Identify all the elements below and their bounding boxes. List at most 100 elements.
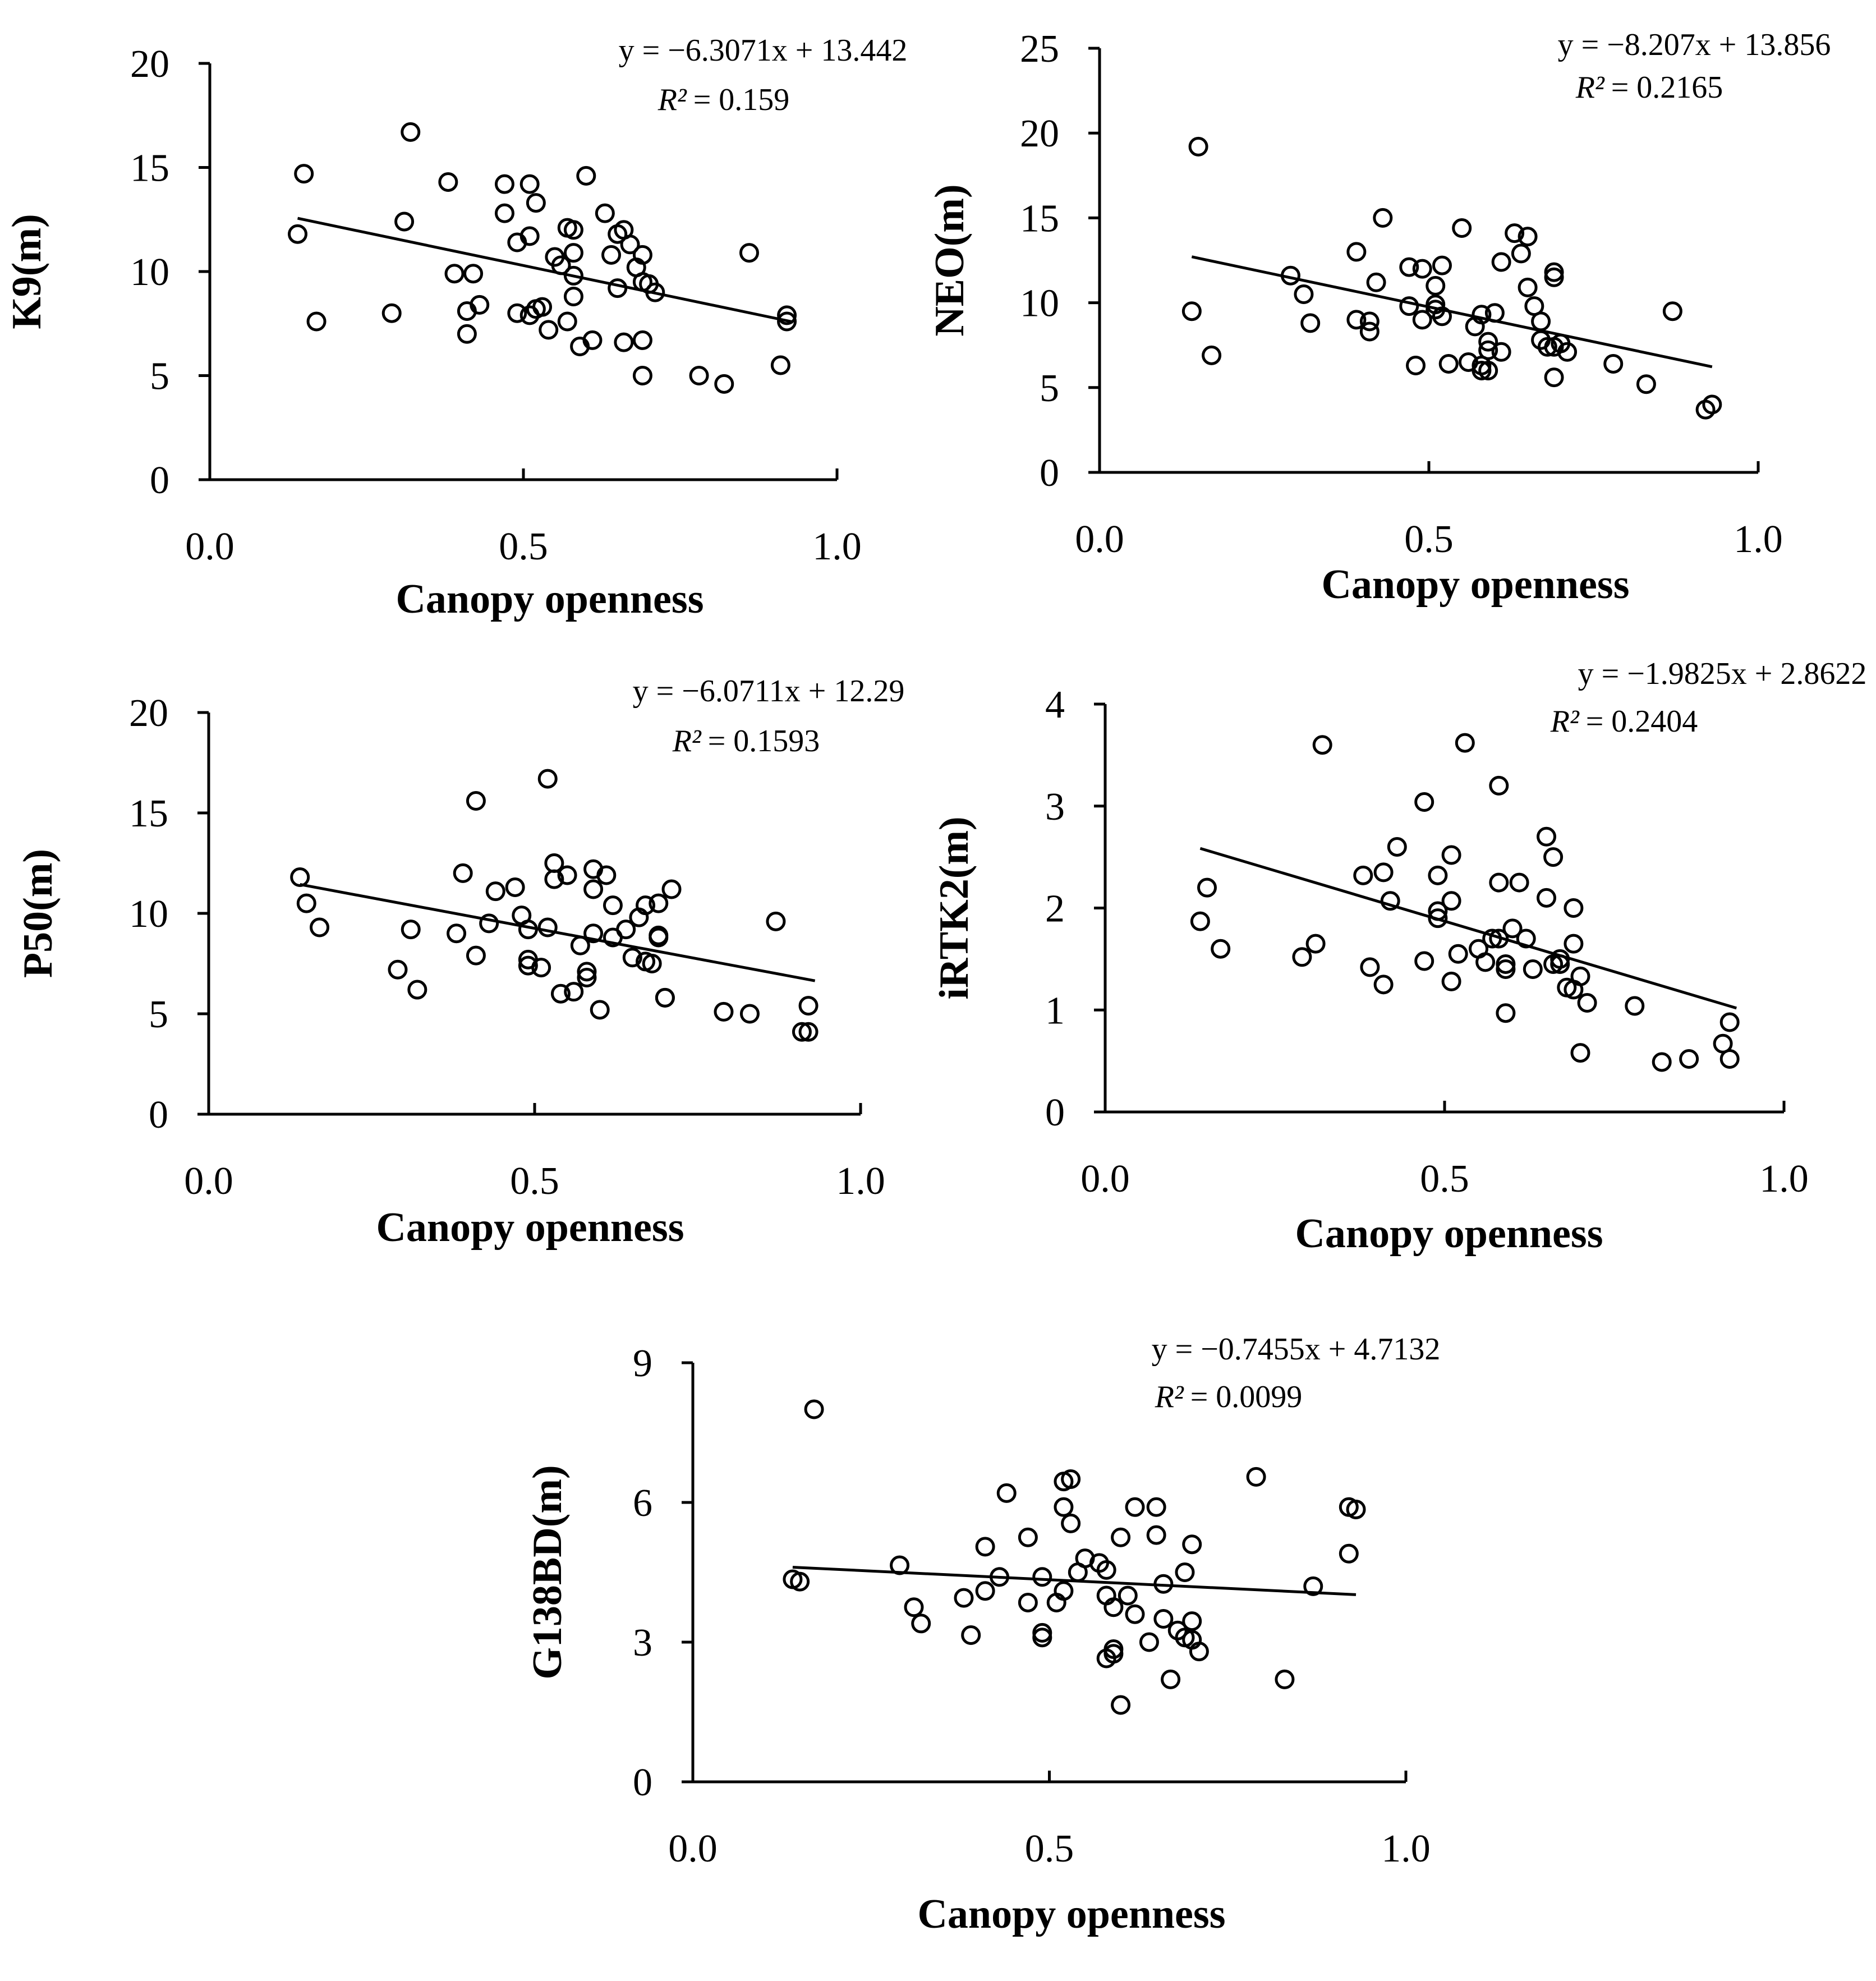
data-point (394, 212, 415, 232)
data-point (526, 193, 546, 213)
y-axis-title: P50(m) (15, 849, 61, 978)
chart-k9: 0 5 10 15 20 0.0 0.5 1.0 Canopy openness K9(m) y =… (4, 33, 907, 622)
data-point (518, 955, 538, 976)
data-point (1518, 227, 1538, 247)
data-point (1432, 306, 1452, 327)
trend-line (297, 217, 794, 324)
x-tick-label: 0.5 (499, 525, 548, 568)
data-point (518, 920, 538, 940)
data-point (1103, 1644, 1124, 1664)
data-point (1292, 947, 1312, 967)
r-squared-label: R² (672, 724, 702, 759)
data-point (766, 911, 786, 931)
data-point (1294, 284, 1314, 304)
x-axis-title: Canopy openness (376, 1205, 684, 1251)
data-point (790, 1571, 810, 1592)
data-point (990, 1567, 1010, 1587)
data-point (401, 920, 421, 940)
data-point (632, 366, 652, 385)
data-point (890, 1555, 910, 1575)
r-squared-label: R² (657, 82, 687, 117)
data-point (570, 935, 590, 955)
data-point (1428, 908, 1448, 929)
data-point (306, 311, 327, 332)
data-point (381, 303, 402, 323)
data-point (689, 366, 709, 385)
data-point (463, 264, 484, 284)
data-point (911, 1614, 931, 1634)
data-point (590, 1000, 610, 1020)
data-point (1482, 929, 1502, 949)
data-point (551, 255, 571, 275)
data-point (1118, 1585, 1138, 1606)
data-point (1111, 1695, 1131, 1715)
data-point (1518, 277, 1538, 297)
r-squared-value: = 0.2404 (1586, 704, 1698, 739)
data-point (1387, 836, 1407, 857)
data-point (576, 166, 596, 186)
data-point (1702, 394, 1722, 415)
data-point (1018, 1592, 1038, 1612)
data-point (1146, 1525, 1166, 1545)
data-point (632, 330, 652, 350)
data-point (595, 203, 615, 223)
data-point (1246, 1467, 1266, 1487)
data-point (975, 1581, 995, 1601)
data-point (457, 324, 477, 344)
data-point (1636, 374, 1656, 394)
data-point (1359, 311, 1380, 332)
y-tick-label: 3 (633, 1621, 652, 1665)
y-tick-label: 10 (1020, 282, 1059, 325)
r-squared: R² = 0.2165 (1575, 70, 1723, 105)
r-squared: R² = 0.2404 (1550, 704, 1698, 739)
data-point (577, 968, 597, 988)
y-tick-label: 6 (633, 1482, 652, 1525)
data-point (564, 982, 584, 1002)
data-point (1339, 1543, 1359, 1564)
y-tick-label: 2 (1045, 888, 1065, 931)
data-point (1472, 361, 1492, 381)
data-point (1197, 877, 1217, 898)
data-point (1489, 775, 1509, 796)
data-point (1472, 305, 1492, 325)
data-point (777, 305, 797, 325)
data-point (1359, 321, 1380, 342)
data-point (792, 1022, 812, 1042)
data-point (1478, 332, 1498, 352)
data-point (1448, 944, 1468, 964)
y-tick-label: 5 (1040, 367, 1059, 410)
data-point (563, 265, 583, 286)
data-point (1096, 1560, 1116, 1580)
data-point (1111, 1527, 1131, 1547)
y-tick-label: 4 (1045, 683, 1065, 727)
data-point (1153, 1574, 1174, 1594)
y-tick-label: 20 (1020, 112, 1059, 155)
y-axis-title: NEO(m) (927, 184, 973, 336)
data-point (1426, 300, 1446, 320)
data-point (1505, 223, 1525, 243)
regression-equation: y = −0.7455x + 4.7132 (1152, 1332, 1441, 1367)
data-point (519, 174, 540, 194)
data-point (975, 1537, 995, 1557)
regression-equation: y = −6.3071x + 13.442 (619, 33, 908, 68)
data-point (1399, 257, 1419, 277)
data-point (1373, 975, 1394, 995)
data-point (1544, 262, 1564, 282)
data-point (642, 954, 662, 973)
data-point (1054, 1497, 1074, 1517)
data-point (1537, 826, 1556, 847)
data-point (1211, 939, 1231, 959)
data-point (453, 863, 473, 883)
data-point (1175, 1562, 1195, 1582)
data-point (1543, 847, 1564, 867)
data-point (655, 987, 675, 1008)
data-point (466, 945, 486, 966)
data-point (470, 295, 490, 315)
data-point (616, 920, 636, 940)
data-point (1491, 342, 1511, 362)
data-point (1125, 1497, 1145, 1517)
x-axis-title: Canopy openness (396, 576, 704, 622)
data-point (620, 235, 640, 255)
data-point (1300, 313, 1321, 333)
data-point (1061, 1513, 1081, 1533)
